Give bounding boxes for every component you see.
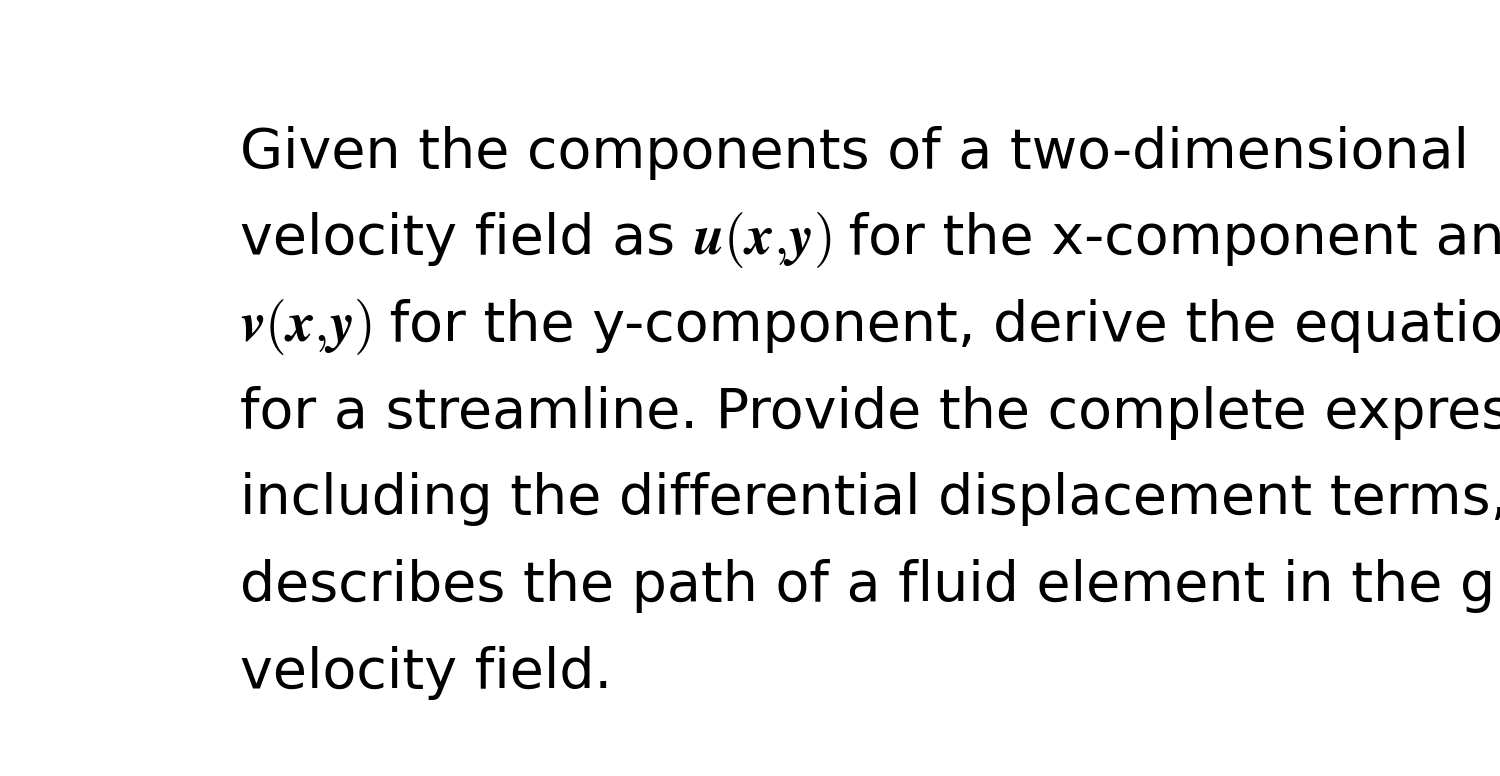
Text: velocity field as: velocity field as (240, 213, 693, 266)
Text: for a streamline. Provide the complete expression,: for a streamline. Provide the complete e… (240, 386, 1500, 440)
Text: $\boldsymbol{u}\boldsymbol{(}\boldsymbol{x}\boldsymbol{,}\boldsymbol{y}\boldsymb: $\boldsymbol{u}\boldsymbol{(}\boldsymbol… (693, 210, 831, 271)
Text: for the x-component and: for the x-component and (831, 213, 1500, 266)
Text: velocity field.: velocity field. (240, 646, 612, 700)
Text: describes the path of a fluid element in the given: describes the path of a fluid element in… (240, 559, 1500, 613)
Text: Given the components of a two-dimensional: Given the components of a two-dimensiona… (240, 126, 1468, 180)
Text: for the y-component, derive the equation: for the y-component, derive the equation (372, 299, 1500, 353)
Text: including the differential displacement terms, that: including the differential displacement … (240, 473, 1500, 526)
Text: $\boldsymbol{v}\boldsymbol{(}\boldsymbol{x}\boldsymbol{,}\boldsymbol{y}\boldsymb: $\boldsymbol{v}\boldsymbol{(}\boldsymbol… (240, 297, 372, 357)
